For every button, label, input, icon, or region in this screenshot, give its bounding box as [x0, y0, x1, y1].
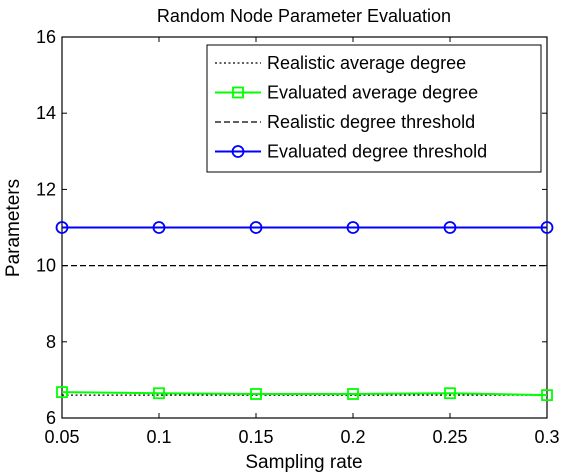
- x-tick-label: 0.1: [146, 427, 171, 447]
- legend-label: Realistic degree threshold: [267, 112, 475, 132]
- legend-marker: [232, 86, 244, 99]
- legend-label: Evaluated degree threshold: [267, 142, 487, 162]
- data-point: [153, 387, 165, 400]
- x-tick-label: 0.05: [44, 427, 79, 447]
- legend-marker: [231, 145, 245, 158]
- x-tick-label: 0.2: [340, 427, 365, 447]
- legend-label: Evaluated average degree: [267, 83, 478, 103]
- data-point: [347, 388, 359, 400]
- x-axis-label: Sampling rate: [245, 452, 362, 473]
- y-tick-label: 16: [36, 27, 56, 47]
- y-tick-label: 6: [46, 408, 56, 428]
- plot-area: 0.05 0.1 0.15 0.2 0.25 0.3 6 8 10 12 14 16: [36, 27, 560, 447]
- data-point: [55, 221, 69, 234]
- data-point: [152, 221, 166, 234]
- x-tick-label: 0.25: [432, 427, 467, 447]
- data-point: [541, 389, 553, 402]
- data-point: [346, 221, 360, 234]
- y-tick-label: 8: [46, 332, 56, 352]
- y-axis-label: Parameters: [3, 179, 24, 277]
- x-tick-label: 0.15: [238, 427, 273, 447]
- legend-label: Realistic average degree: [267, 53, 466, 73]
- y-tick-label: 10: [36, 256, 56, 276]
- data-point: [249, 221, 263, 234]
- y-tick-label: 12: [36, 179, 56, 199]
- data-point: [250, 388, 262, 400]
- data-point: [443, 221, 457, 234]
- chart-title: Random Node Parameter Evaluation: [157, 6, 451, 26]
- y-tick-label: 14: [36, 103, 56, 123]
- data-point: [56, 386, 68, 398]
- data-point: [540, 221, 554, 234]
- legend-box: [206, 44, 542, 173]
- x-tick-label: 0.3: [534, 427, 559, 447]
- data-point: [444, 387, 456, 400]
- series-line-1: [61, 391, 548, 397]
- legend: Realistic average degree Evaluated averag…: [206, 44, 542, 173]
